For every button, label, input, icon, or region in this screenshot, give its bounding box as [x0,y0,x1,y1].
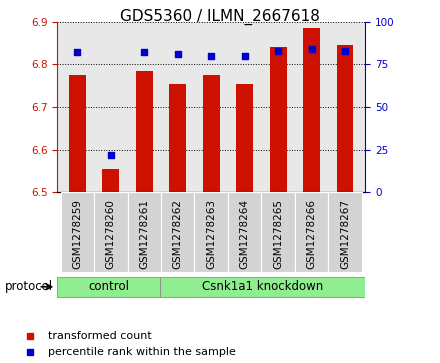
Bar [228,192,261,272]
Text: GSM1278266: GSM1278266 [307,199,317,269]
Bar [270,48,286,192]
Text: GSM1278267: GSM1278267 [340,199,350,269]
Point [275,48,282,54]
Bar [194,192,228,272]
Bar [261,192,295,272]
Bar [169,83,186,192]
Text: protocol: protocol [4,280,52,293]
Bar [136,71,153,192]
Bar [57,277,160,297]
Text: GSM1278264: GSM1278264 [240,199,249,269]
Bar [61,192,94,272]
Bar [337,45,353,192]
Point [208,53,215,59]
Bar [295,192,328,272]
Bar [69,75,86,192]
Point [308,46,315,52]
Bar [103,169,119,192]
Text: Csnk1a1 knockdown: Csnk1a1 knockdown [202,280,323,293]
Bar [236,83,253,192]
Text: GSM1278263: GSM1278263 [206,199,216,269]
Point [341,48,348,54]
Text: GDS5360 / ILMN_2667618: GDS5360 / ILMN_2667618 [120,9,320,25]
Text: GSM1278259: GSM1278259 [72,199,82,269]
Bar [161,192,194,272]
Text: GSM1278261: GSM1278261 [139,199,149,269]
Text: transformed count: transformed count [48,331,151,341]
Point [74,50,81,56]
Text: percentile rank within the sample: percentile rank within the sample [48,347,235,357]
Text: GSM1278262: GSM1278262 [173,199,183,269]
Text: GSM1278260: GSM1278260 [106,199,116,269]
Point [141,50,148,56]
Bar [328,192,362,272]
Point [107,152,114,158]
Text: control: control [88,280,129,293]
Point [241,53,248,59]
Point [174,51,181,57]
Bar [160,277,365,297]
Bar [128,192,161,272]
Bar [94,192,128,272]
Bar [303,28,320,192]
Text: GSM1278265: GSM1278265 [273,199,283,269]
Bar [203,75,220,192]
